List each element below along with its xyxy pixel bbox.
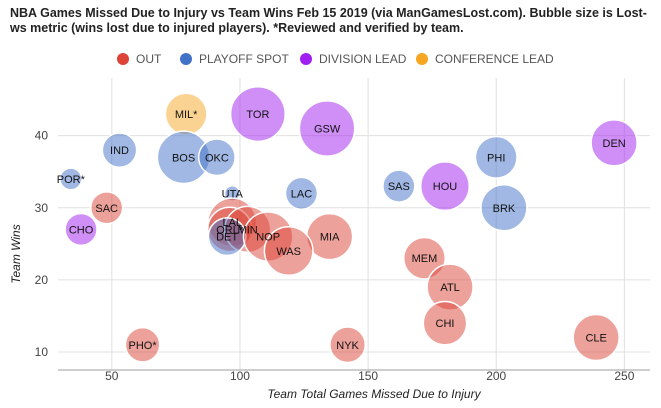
bubble-pho-star [124, 326, 161, 363]
bubble-nyk [329, 326, 367, 364]
chart-title: NBA Games Missed Due to Injury vs Team W… [10, 6, 647, 35]
bubbles [59, 86, 638, 364]
x-tick-label: 100 [230, 369, 250, 383]
bubble-label-chi: CHI [436, 318, 455, 330]
bubble-label-ind: IND [110, 145, 129, 157]
bubble-por-star [59, 167, 83, 191]
legend-swatch-conference [416, 53, 428, 65]
bubble-hou [419, 161, 470, 212]
bubble-cle [572, 313, 620, 362]
bubble-label-lal: LAL [222, 217, 242, 229]
bubble-label-phi: PHI [487, 152, 505, 164]
bubble-cho [64, 212, 98, 247]
bubble-label-min: MIN [238, 224, 258, 236]
bubble-label-sac: SAC [95, 203, 118, 215]
bubble-label-por-star: POR* [57, 174, 86, 186]
legend-swatch-playoff [180, 53, 192, 65]
legend-label-conference: CONFERENCE LEAD [435, 52, 554, 66]
legend-label-division: DIVISION LEAD [319, 52, 407, 66]
y-tick-label: 30 [35, 201, 49, 215]
bubble-brk [480, 184, 528, 232]
bubble-label-gsw: GSW [314, 123, 341, 135]
bubble-den [590, 119, 638, 167]
legend-item-playoff[interactable]: PLAYOFF SPOT [180, 52, 289, 66]
bubble-label-nop: NOP [256, 232, 280, 244]
legend-item-division[interactable]: DIVISION LEAD [300, 52, 406, 66]
bubble-label-mem: MEM [412, 253, 438, 265]
bubble-label-uta: UTA [222, 188, 244, 200]
bubble-label-lac: LAC [291, 188, 312, 200]
x-axis-title: Team Total Games Missed Due to Injury [267, 387, 481, 401]
bubble-label-brk: BRK [493, 203, 516, 215]
x-tick-label: 200 [486, 369, 506, 383]
legend-item-conference[interactable]: CONFERENCE LEAD [416, 52, 554, 66]
bubble-label-was: WAS [276, 246, 301, 258]
legend-label-out: OUT [136, 52, 162, 66]
bubble-tor [229, 86, 286, 143]
legend-swatch-division [300, 53, 312, 65]
bubble-sac [89, 191, 124, 225]
y-axis-title: Team Wins [9, 224, 23, 283]
bubble-label-okc: OKC [205, 152, 229, 164]
bubble-okc [197, 138, 236, 177]
bubble-sas [382, 169, 416, 203]
legend-label-playoff: PLAYOFF SPOT [199, 52, 289, 66]
bubble-label-tor: TOR [246, 109, 269, 121]
x-tick-label: 150 [358, 369, 378, 383]
bubble-label-pho-star: PHO* [129, 340, 158, 352]
bubble-mem [402, 236, 446, 280]
y-tick-label: 40 [35, 129, 49, 143]
bubble-label-atl: ATL [440, 282, 459, 294]
bubble-label-det: DET [216, 232, 238, 244]
y-tick-label: 10 [35, 345, 49, 359]
legend-swatch-out [117, 53, 129, 65]
legend-item-out[interactable]: OUT [117, 52, 161, 66]
bubble-label-hou: HOU [433, 181, 458, 193]
bubble-ind [101, 132, 138, 168]
x-tick-label: 250 [614, 369, 634, 383]
bubble-lac [284, 176, 319, 211]
bubble-label-sas: SAS [388, 181, 410, 193]
bubble-label-mia: MIA [320, 232, 340, 244]
bubble-label-mil-star: MIL* [175, 109, 198, 121]
chart-legend: OUT PLAYOFF SPOT DIVISION LEAD CONFERENC… [0, 52, 661, 70]
bubble-label-nyk: NYK [336, 340, 359, 352]
bubble-labels: MIL* TOR GSW DEN IND BOS OKC PHI POR* SAS HOU UTA LA… [57, 109, 626, 352]
bubble-label-den: DEN [603, 138, 626, 150]
bubble-label-orl-star: ORL* [216, 224, 244, 236]
bubble-chi [422, 300, 468, 346]
bubble-label-cle: CLE [585, 333, 606, 345]
bubble-label-cho: CHO [69, 224, 94, 236]
bubble-gsw [298, 100, 356, 157]
x-tick-label: 50 [105, 369, 119, 383]
y-tick-label: 20 [35, 273, 49, 287]
bubble-was [263, 226, 314, 277]
bubble-label-bos: BOS [172, 152, 195, 164]
bubble-phi [474, 135, 518, 179]
axes: 10 20 30 40 50 100 150 200 250 Team Total Games M… [9, 129, 650, 401]
